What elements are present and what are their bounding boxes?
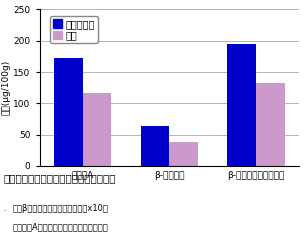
Bar	[228, 44, 256, 166]
Text: ビタミAはレチノール当量，日南１号．: ビタミAはレチノール当量，日南１号．	[12, 223, 108, 232]
Bar	[169, 142, 198, 166]
Text: 注）βクリプトキサンチン含量はx10，: 注）βクリプトキサンチン含量はx10，	[12, 204, 108, 213]
Text: .: .	[3, 204, 6, 213]
Bar	[83, 93, 111, 166]
Bar	[256, 83, 285, 166]
Y-axis label: 含量(μg/100g): 含量(μg/100g)	[2, 60, 11, 115]
Legend: 周年マルチ, 対照: 周年マルチ, 対照	[50, 16, 98, 43]
Bar	[54, 58, 83, 166]
Bar	[141, 127, 169, 166]
Text: 図３　周年マルチ栄培果実の機能性成分: 図３ 周年マルチ栄培果実の機能性成分	[3, 173, 116, 183]
